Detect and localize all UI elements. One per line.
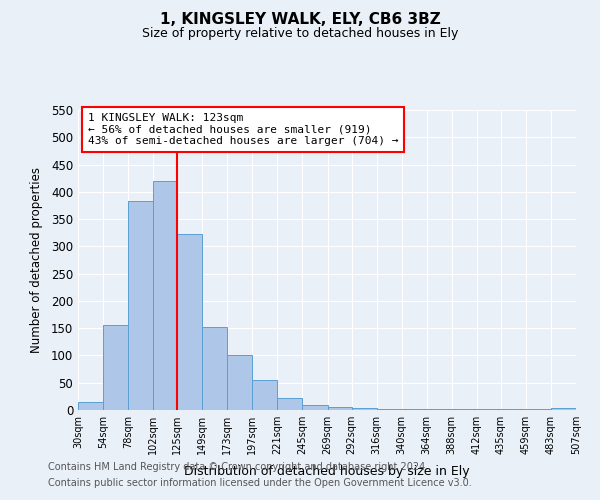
Text: Size of property relative to detached houses in Ely: Size of property relative to detached ho… bbox=[142, 28, 458, 40]
Bar bbox=[227, 356, 253, 410]
Text: Contains HM Land Registry data © Crown copyright and database right 2024.: Contains HM Land Registry data © Crown c… bbox=[48, 462, 428, 472]
Bar bbox=[128, 201, 153, 410]
Text: 1 KINGSLEY WALK: 123sqm
← 56% of detached houses are smaller (919)
43% of semi-d: 1 KINGSLEY WALK: 123sqm ← 56% of detache… bbox=[88, 113, 398, 146]
X-axis label: Distribution of detached houses by size in Ely: Distribution of detached houses by size … bbox=[184, 466, 470, 478]
Bar bbox=[153, 181, 177, 410]
Bar bbox=[202, 326, 227, 410]
Bar bbox=[78, 402, 103, 410]
Bar bbox=[302, 404, 328, 410]
Bar bbox=[177, 234, 202, 410]
Y-axis label: Number of detached properties: Number of detached properties bbox=[29, 167, 43, 353]
Text: Contains public sector information licensed under the Open Government Licence v3: Contains public sector information licen… bbox=[48, 478, 472, 488]
Bar bbox=[277, 398, 302, 410]
Bar bbox=[377, 409, 401, 410]
Bar bbox=[352, 408, 377, 410]
Bar bbox=[328, 408, 352, 410]
Bar bbox=[551, 408, 576, 410]
Bar bbox=[103, 326, 128, 410]
Bar bbox=[253, 380, 277, 410]
Text: 1, KINGSLEY WALK, ELY, CB6 3BZ: 1, KINGSLEY WALK, ELY, CB6 3BZ bbox=[160, 12, 440, 28]
